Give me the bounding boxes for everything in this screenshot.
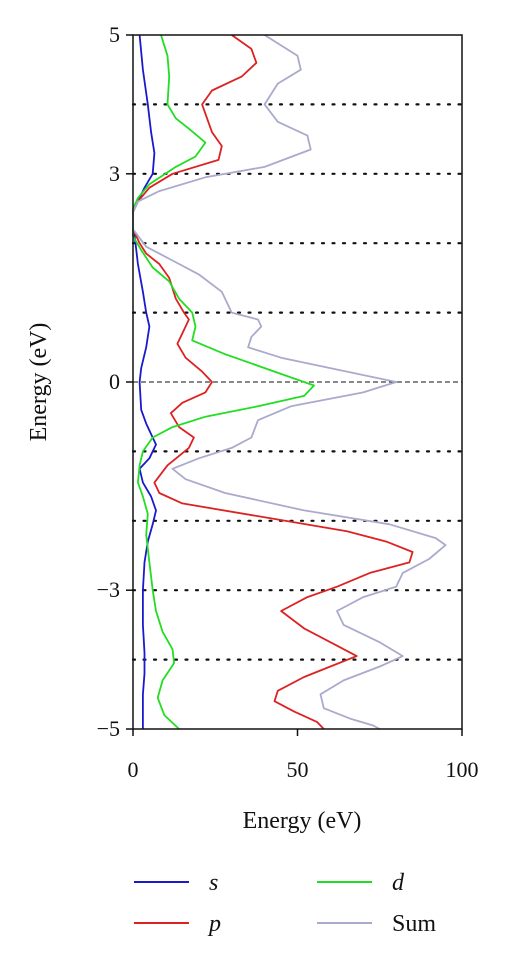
series-line-sum bbox=[132, 34, 447, 730]
y-tick-label: 3 bbox=[109, 161, 120, 186]
legend: sp d Sum bbox=[134, 870, 436, 937]
series-layer bbox=[132, 34, 447, 730]
y-tick-label: −3 bbox=[97, 577, 120, 602]
series-line-p bbox=[132, 34, 414, 730]
y-axis-title: Energy (eV) bbox=[26, 323, 52, 442]
legend-label-d: d bbox=[392, 870, 405, 896]
grid-layer bbox=[131, 103, 464, 661]
legend-label-p: p bbox=[207, 911, 221, 937]
y-tick-label: 5 bbox=[109, 22, 120, 47]
legend-label-s: s bbox=[209, 870, 218, 896]
legend-label-sum: Sum bbox=[392, 911, 436, 937]
y-tick-label: −5 bbox=[97, 716, 120, 741]
series-line-s bbox=[132, 34, 157, 729]
series-line-d bbox=[132, 34, 315, 730]
y-tick-label: 0 bbox=[109, 369, 120, 394]
x-axis-title: Energy (eV) bbox=[243, 808, 362, 834]
x-tick-label: 100 bbox=[446, 757, 479, 782]
x-tick-label: 50 bbox=[287, 757, 309, 782]
x-tick-label: 0 bbox=[128, 757, 139, 782]
